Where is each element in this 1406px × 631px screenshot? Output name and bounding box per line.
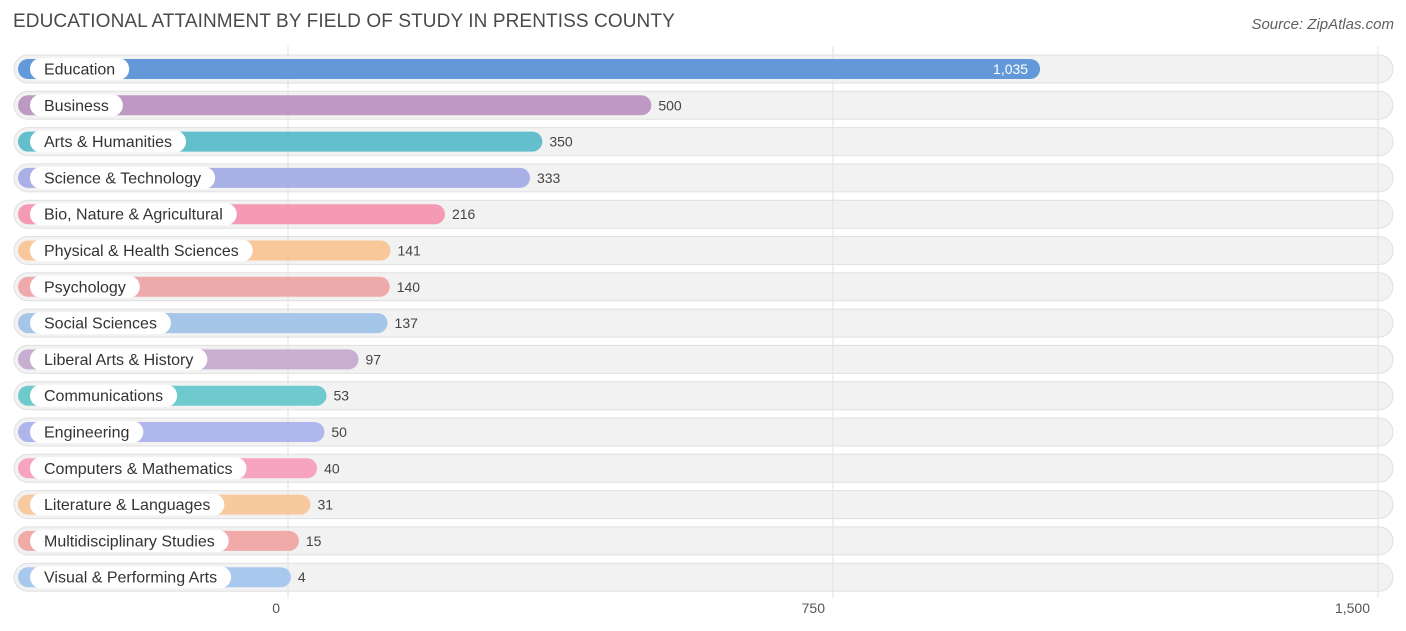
value-label: 500 <box>658 97 682 113</box>
category-label-pill <box>30 239 253 262</box>
value-label: 53 <box>334 388 350 404</box>
category-label: Arts & Humanities <box>44 134 172 151</box>
bar <box>18 95 652 116</box>
x-tick-label: 750 <box>802 600 826 616</box>
value-label: 350 <box>549 134 573 150</box>
row-background <box>13 417 1394 447</box>
category-label-pill <box>30 166 216 189</box>
category-label-pill <box>30 384 178 407</box>
x-tick-label: 0 <box>272 600 280 616</box>
x-axis-ticks: 0 750 1,500 <box>272 600 1370 616</box>
category-label: Multidisciplinary Studies <box>44 533 215 550</box>
value-label: 137 <box>395 315 419 331</box>
value-label: 333 <box>537 170 561 186</box>
category-label: Business <box>44 98 109 115</box>
bars: Education 1,035 Business 500 Arts & Humaniti… <box>18 58 1041 589</box>
category-label: Computers & Mathematics <box>44 461 233 478</box>
category-label-pill <box>30 203 237 226</box>
category-label-pill <box>30 457 247 480</box>
value-label: 4 <box>298 569 306 585</box>
source-label: Source: ZipAtlas.com <box>1251 16 1394 33</box>
category-label-pill <box>30 421 144 443</box>
category-label-pill <box>30 348 208 371</box>
category-label-pill <box>30 529 229 552</box>
value-label: 40 <box>324 460 340 476</box>
value-label: 97 <box>365 351 381 367</box>
bar <box>18 59 1041 79</box>
category-label: Visual & Performing Arts <box>44 570 217 587</box>
category-label: Education <box>44 62 115 79</box>
row-background <box>13 526 1394 556</box>
value-label: 140 <box>397 279 421 295</box>
row-background <box>13 562 1394 592</box>
category-label: Psychology <box>44 279 126 296</box>
category-label-pill <box>30 566 232 589</box>
category-label: Communications <box>44 388 163 405</box>
value-label: 141 <box>397 243 421 259</box>
category-label: Social Sciences <box>44 316 157 333</box>
chart-title: EDUCATIONAL ATTAINMENT BY FIELD OF STUDY… <box>13 11 675 32</box>
value-label: 50 <box>331 424 347 440</box>
value-label: 15 <box>306 533 322 549</box>
category-label: Liberal Arts & History <box>44 352 193 369</box>
row-background <box>13 381 1394 411</box>
category-label: Engineering <box>44 425 129 442</box>
category-label: Literature & Languages <box>44 497 210 514</box>
category-label-pill <box>30 275 140 298</box>
category-label: Bio, Nature & Agricultural <box>44 207 223 224</box>
category-label-pill <box>30 130 187 153</box>
category-label: Physical & Health Sciences <box>44 243 239 260</box>
row-background <box>13 453 1394 483</box>
category-label-pill <box>30 493 225 516</box>
value-label: 216 <box>452 206 476 222</box>
category-label-pill <box>30 58 130 80</box>
row-background <box>13 490 1394 520</box>
x-tick-label: 1,500 <box>1335 600 1370 616</box>
value-label: 1,035 <box>993 61 1028 77</box>
category-label-pill <box>30 94 123 117</box>
category-label: Science & Technology <box>44 170 201 187</box>
category-label-pill <box>30 312 171 335</box>
value-label: 31 <box>318 497 334 513</box>
row-background <box>13 344 1394 374</box>
